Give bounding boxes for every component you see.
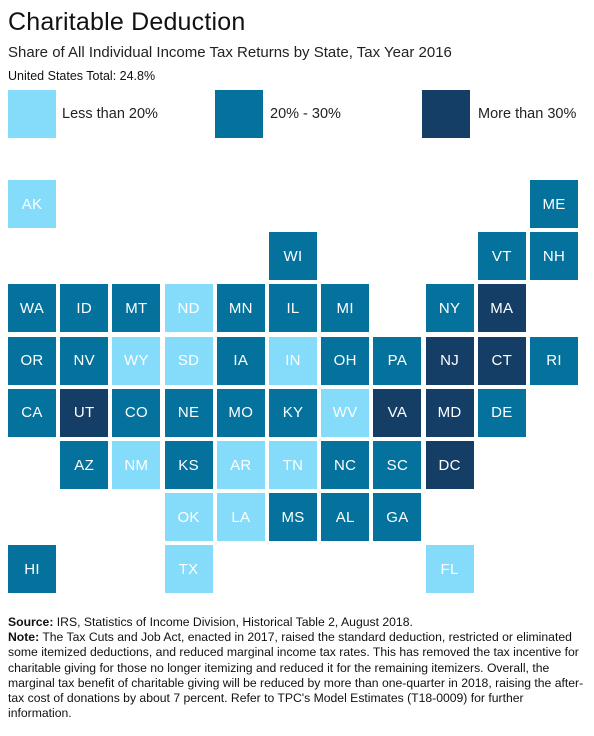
note-text: The Tax Cuts and Job Act, enacted in 201… [8, 630, 584, 721]
state-tile-ri[interactable]: RI [530, 336, 578, 385]
state-tile-sc[interactable]: SC [373, 441, 422, 489]
state-tile-nc[interactable]: NC [321, 441, 370, 489]
state-tile-sd[interactable]: SD [164, 336, 213, 385]
state-tile-az[interactable]: AZ [60, 441, 109, 489]
state-tile-al[interactable]: AL [321, 493, 370, 542]
state-tile-ga[interactable]: GA [373, 493, 422, 542]
footer-notes: Source: IRS, Statistics of Income Divisi… [8, 615, 588, 721]
us-total: United States Total: 24.8% [8, 69, 156, 83]
state-tile-tx[interactable]: TX [164, 545, 213, 594]
state-tile-tn[interactable]: TN [269, 441, 317, 489]
state-tile-me[interactable]: ME [530, 180, 578, 228]
state-tile-ct[interactable]: CT [477, 336, 526, 385]
state-tile-il[interactable]: IL [269, 284, 317, 333]
page-title: Charitable Deduction [8, 8, 246, 36]
state-tile-in[interactable]: IN [269, 336, 317, 385]
source-line: Source: IRS, Statistics of Income Divisi… [8, 615, 588, 630]
state-tile-nd[interactable]: ND [164, 284, 213, 333]
state-tile-nh[interactable]: NH [530, 232, 578, 281]
state-tile-ia[interactable]: IA [216, 336, 265, 385]
state-tile-mt[interactable]: MT [112, 284, 161, 333]
legend-label-mid: 20% - 30% [270, 106, 341, 122]
state-tile-co[interactable]: CO [112, 388, 161, 437]
state-tile-mn[interactable]: MN [216, 284, 265, 333]
state-tile-ut[interactable]: UT [60, 388, 109, 437]
state-tile-id[interactable]: ID [60, 284, 109, 333]
state-tile-oh[interactable]: OH [321, 336, 370, 385]
legend-swatch-high [422, 90, 470, 138]
state-tile-wv[interactable]: WV [321, 388, 370, 437]
legend-label-low: Less than 20% [62, 106, 158, 122]
state-tile-md[interactable]: MD [425, 388, 474, 437]
state-tile-ky[interactable]: KY [269, 388, 317, 437]
state-tile-va[interactable]: VA [373, 388, 422, 437]
page-subtitle: Share of All Individual Income Tax Retur… [8, 44, 452, 61]
note-label: Note: [8, 630, 40, 645]
state-tile-ar[interactable]: AR [216, 441, 265, 489]
state-tile-nv[interactable]: NV [60, 336, 109, 385]
state-tile-ok[interactable]: OK [164, 493, 213, 542]
state-tile-ak[interactable]: AK [8, 180, 56, 228]
state-tile-nm[interactable]: NM [112, 441, 161, 489]
note-line: Note: The Tax Cuts and Job Act, enacted … [8, 630, 588, 721]
state-tile-fl[interactable]: FL [425, 545, 474, 594]
source-text: IRS, Statistics of Income Division, Hist… [53, 615, 413, 629]
state-tile-wy[interactable]: WY [112, 336, 161, 385]
state-tile-ny[interactable]: NY [425, 284, 474, 333]
state-tile-mo[interactable]: MO [216, 388, 265, 437]
legend-swatch-mid [215, 90, 263, 138]
state-tile-de[interactable]: DE [477, 388, 526, 437]
state-tile-ma[interactable]: MA [477, 284, 526, 333]
state-tile-hi[interactable]: HI [8, 545, 56, 594]
state-tile-vt[interactable]: VT [477, 232, 526, 281]
state-tile-la[interactable]: LA [216, 493, 265, 542]
state-tile-or[interactable]: OR [8, 336, 56, 385]
legend-swatch-low [8, 90, 56, 138]
state-tile-ca[interactable]: CA [8, 388, 56, 437]
state-tile-wi[interactable]: WI [269, 232, 317, 281]
state-tile-wa[interactable]: WA [8, 284, 56, 333]
source-label: Source: [8, 615, 54, 629]
legend-label-high: More than 30% [478, 106, 577, 122]
state-tile-mi[interactable]: MI [321, 284, 370, 333]
state-tile-ks[interactable]: KS [164, 441, 213, 489]
state-tile-dc[interactable]: DC [425, 441, 474, 489]
state-tile-nj[interactable]: NJ [425, 336, 474, 385]
state-tile-ms[interactable]: MS [269, 493, 317, 542]
state-tile-ne[interactable]: NE [164, 388, 213, 437]
state-tile-pa[interactable]: PA [373, 336, 422, 385]
